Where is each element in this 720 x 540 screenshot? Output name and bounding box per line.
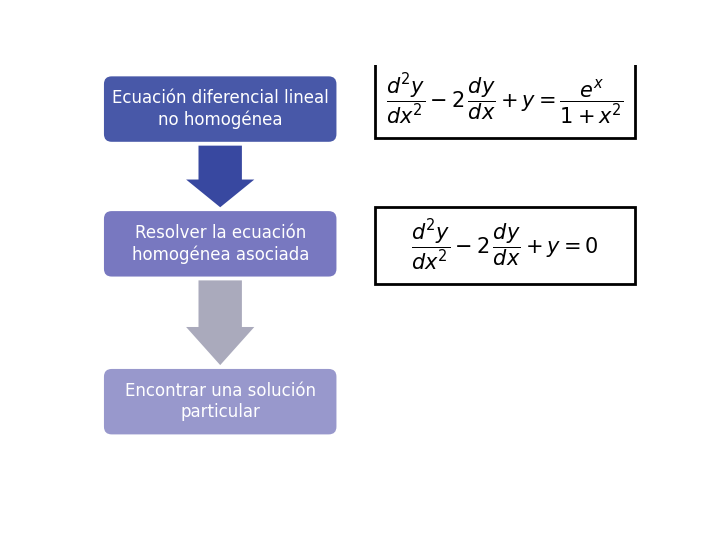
FancyBboxPatch shape <box>375 207 635 284</box>
Polygon shape <box>186 280 254 365</box>
Text: Encontrar una solución
particular: Encontrar una solución particular <box>125 382 315 421</box>
FancyBboxPatch shape <box>104 369 336 434</box>
Text: Resolver la ecuación
homogénea asociada: Resolver la ecuación homogénea asociada <box>132 224 309 264</box>
FancyBboxPatch shape <box>375 61 635 138</box>
Text: Ecuación diferencial lineal
no homogénea: Ecuación diferencial lineal no homogénea <box>112 90 328 129</box>
Text: $\dfrac{d^2y}{dx^2} - 2\,\dfrac{dy}{dx} + y = \dfrac{e^x}{1+x^2}$: $\dfrac{d^2y}{dx^2} - 2\,\dfrac{dy}{dx} … <box>386 72 624 127</box>
Polygon shape <box>186 146 254 207</box>
Text: $\dfrac{d^2y}{dx^2} - 2\,\dfrac{dy}{dx} + y = 0$: $\dfrac{d^2y}{dx^2} - 2\,\dfrac{dy}{dx} … <box>411 218 599 273</box>
FancyBboxPatch shape <box>104 76 336 142</box>
FancyBboxPatch shape <box>104 211 336 276</box>
